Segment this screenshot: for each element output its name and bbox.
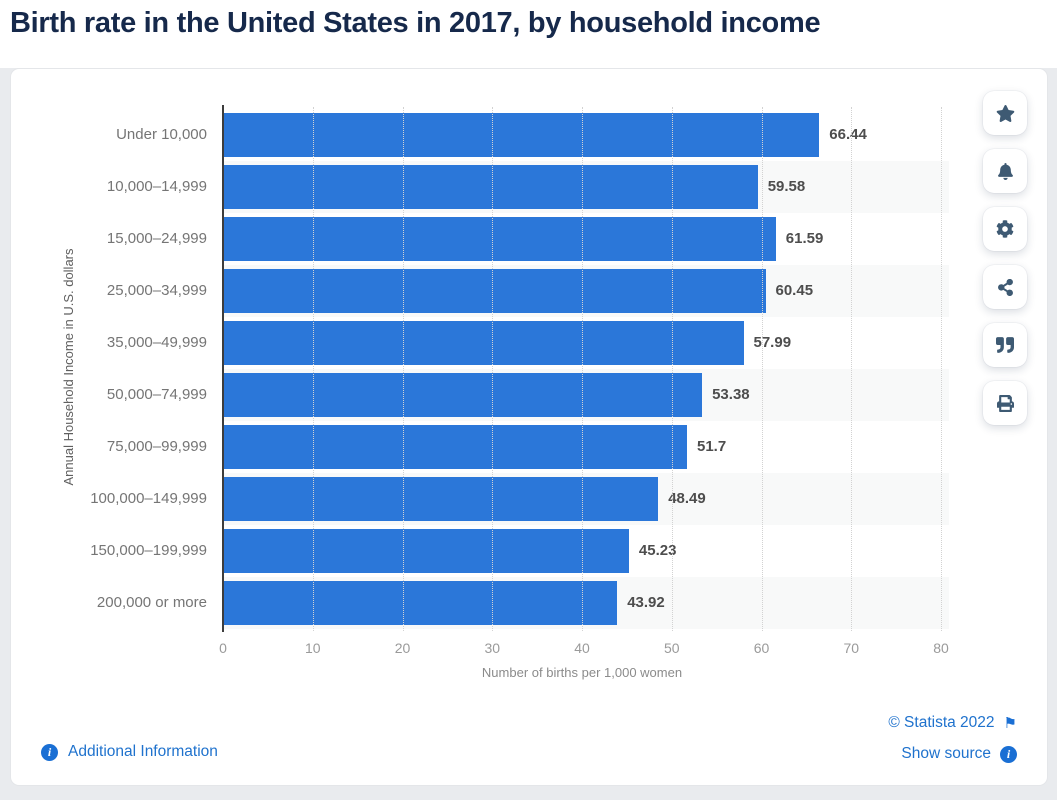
value-label: 61.59 [785, 230, 824, 247]
chart-row: 100,000–149,999 48.49 [11, 473, 949, 525]
value-label: 51.7 [697, 438, 727, 455]
value-label: 60.45 [775, 282, 814, 299]
value-label: 43.92 [627, 594, 665, 611]
footer-right: © Statista 2022 ⚑ Show source i [888, 714, 1017, 763]
bar-track: 45.23 [223, 525, 949, 577]
bar-track: 43.92 [223, 577, 949, 629]
category-label: 25,000–34,999 [106, 282, 207, 299]
copyright-link[interactable]: © Statista 2022 ⚑ [888, 714, 1017, 732]
chart-rows: Under 10,000 66.44 10,000–14,999 59.58 15,00… [11, 109, 949, 629]
alert-button[interactable] [983, 149, 1027, 193]
value-label: 48.49 [668, 490, 706, 507]
x-tick-label: 10 [305, 640, 321, 656]
gear-icon [996, 220, 1014, 238]
print-button[interactable] [983, 381, 1027, 425]
bar [223, 165, 758, 209]
page-header: Birth rate in the United States in 2017,… [0, 0, 1057, 68]
category-label: 10,000–14,999 [106, 178, 207, 195]
chart-row: 35,000–49,999 57.99 [11, 317, 949, 369]
chart-row: 25,000–34,999 60.45 [11, 265, 949, 317]
bar-track: 66.44 [223, 109, 949, 161]
bar-track: 53.38 [223, 369, 949, 421]
chart-row: Under 10,000 66.44 [11, 109, 949, 161]
info-icon: i [41, 743, 58, 761]
chart-row: 75,000–99,999 51.7 [11, 421, 949, 473]
bar-track: 48.49 [223, 473, 949, 525]
bar [223, 217, 776, 261]
chart-row: 15,000–24,999 61.59 [11, 213, 949, 265]
bar [223, 581, 618, 625]
chart-toolbar [983, 91, 1027, 425]
category-label: 100,000–149,999 [90, 490, 207, 507]
x-tick-label: 80 [933, 640, 949, 656]
category-label: 150,000–199,999 [90, 542, 207, 559]
additional-information-link[interactable]: i Additional Information [41, 743, 218, 761]
bar [223, 373, 703, 417]
x-tick-label: 50 [664, 640, 680, 656]
category-label: 15,000–24,999 [106, 230, 207, 247]
x-tick-label: 30 [484, 640, 501, 656]
copyright-label: © Statista 2022 [888, 714, 995, 731]
bell-icon [997, 162, 1014, 180]
x-tick-label: 20 [394, 640, 411, 656]
share-button[interactable] [983, 265, 1027, 309]
x-tick-label: 70 [843, 640, 860, 656]
bar [223, 269, 766, 313]
value-label: 45.23 [638, 542, 677, 559]
bar [223, 321, 744, 365]
chart-row: 150,000–199,999 45.23 [11, 525, 949, 577]
x-tick-label: 40 [574, 640, 590, 656]
settings-button[interactable] [983, 207, 1027, 251]
bar-track: 60.45 [223, 265, 949, 317]
y-axis-line [222, 105, 224, 632]
bar-track: 59.58 [223, 161, 949, 213]
chart-card: Annual Household Income in U.S. dollars … [10, 68, 1048, 786]
category-label: 50,000–74,999 [106, 386, 207, 403]
print-icon [996, 394, 1014, 412]
category-label: 35,000–49,999 [106, 334, 207, 351]
bar-track: 61.59 [223, 213, 949, 265]
favorite-button[interactable] [983, 91, 1027, 135]
show-source-link[interactable]: Show source i [888, 745, 1017, 763]
x-tick-label: 60 [753, 640, 770, 656]
bar [223, 477, 659, 521]
bar [223, 113, 820, 157]
category-label: 200,000 or more [96, 594, 207, 611]
star-icon [996, 104, 1015, 123]
additional-information-label: Additional Information [68, 743, 218, 760]
info-icon: i [1000, 745, 1017, 763]
value-label: 66.44 [829, 126, 867, 143]
bar [223, 529, 629, 573]
chart-row: 50,000–74,999 53.38 [11, 369, 949, 421]
chart-row: 10,000–14,999 59.58 [11, 161, 949, 213]
x-tick-label: 0 [219, 640, 227, 656]
value-label: 53.38 [712, 386, 750, 403]
category-label: Under 10,000 [116, 126, 207, 143]
category-label: 75,000–99,999 [106, 438, 207, 455]
x-axis-title: Number of births per 1,000 women [481, 665, 683, 680]
bar [223, 425, 687, 469]
share-icon [997, 278, 1014, 296]
quote-icon [996, 336, 1014, 354]
cite-button[interactable] [983, 323, 1027, 367]
show-source-label: Show source [901, 745, 991, 762]
chart-row: 200,000 or more 43.92 [11, 577, 949, 629]
bar-track: 51.7 [223, 421, 949, 473]
bar-track: 57.99 [223, 317, 949, 369]
flag-icon: ⚑ [1003, 714, 1017, 732]
value-label: 59.58 [767, 178, 806, 195]
value-label: 57.99 [753, 334, 792, 351]
page-title: Birth rate in the United States in 2017,… [10, 7, 821, 39]
